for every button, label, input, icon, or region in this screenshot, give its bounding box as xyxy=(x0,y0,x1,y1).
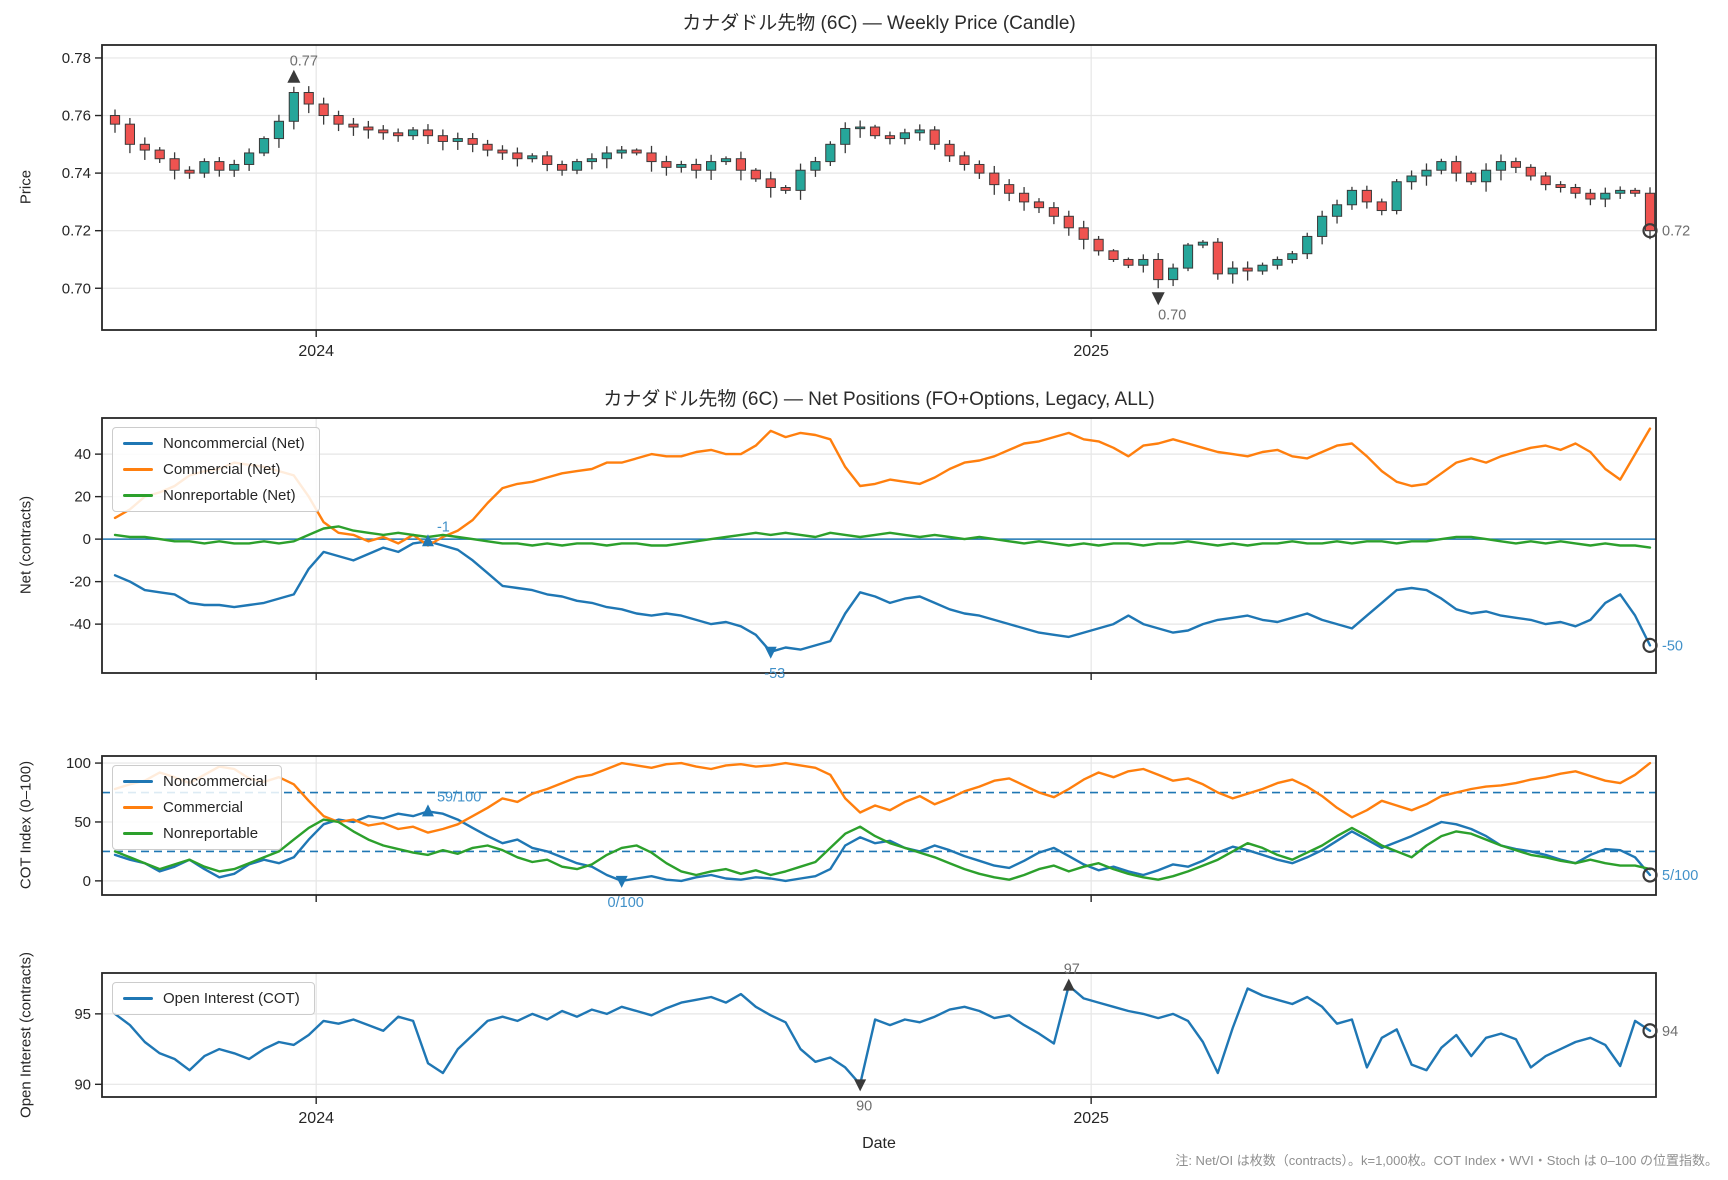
commercial-net-line-swatch xyxy=(123,467,153,472)
nonreportable-net-line-swatch xyxy=(123,493,153,498)
cot-annotation-0-100: 0/100 xyxy=(608,875,644,911)
legend-label: Commercial (Net) xyxy=(163,461,281,478)
cot-annotation-59-100: 59/100 xyxy=(421,789,481,817)
net-annotation--50: -50 xyxy=(1642,637,1683,654)
svg-text:2024: 2024 xyxy=(298,1110,334,1127)
noncommercial-index-line-swatch xyxy=(123,779,153,784)
oi-annotation-90: 90 xyxy=(854,1079,872,1114)
net-annotation--1: -1 xyxy=(421,519,450,547)
svg-text:50: 50 xyxy=(74,814,91,831)
svg-text:-40: -40 xyxy=(69,616,91,633)
cot-panel: 0 50 100 59/100 0/100 5/100 xyxy=(66,755,1698,911)
price-annotation-0.77: 0.77 xyxy=(287,54,318,83)
x-axis-label: Date xyxy=(862,1135,896,1152)
oi-legend: Open Interest (COT) xyxy=(112,982,315,1015)
cot-series-green xyxy=(113,818,1652,881)
cot-series-blue xyxy=(113,810,1652,883)
oi-grid xyxy=(102,973,1656,1097)
cot-annotation-5-100: 5/100 xyxy=(1642,867,1698,884)
svg-text:20: 20 xyxy=(74,489,91,506)
legend-item-nonreportable-index: Nonreportable xyxy=(123,825,267,842)
net-y-axis-label: Net (contracts) xyxy=(17,495,35,595)
price-grid xyxy=(102,45,1656,330)
svg-text:5/100: 5/100 xyxy=(1662,868,1698,884)
price-annotation-0.72: 0.72 xyxy=(1642,223,1690,240)
legend-item-noncommercial-net: Noncommercial (Net) xyxy=(123,435,305,452)
price-candles xyxy=(109,86,1656,289)
svg-text:0/100: 0/100 xyxy=(608,895,644,911)
legend-item-noncommercial-index: Noncommercial xyxy=(123,773,267,790)
svg-text:0: 0 xyxy=(83,873,91,890)
svg-text:0.78: 0.78 xyxy=(62,50,91,67)
svg-text:-53: -53 xyxy=(764,666,785,682)
svg-text:2024: 2024 xyxy=(298,343,334,360)
net-annotation--53: -53 xyxy=(764,646,785,682)
svg-text:0.76: 0.76 xyxy=(62,108,91,125)
svg-text:90: 90 xyxy=(856,1098,872,1114)
legend-label: Noncommercial (Net) xyxy=(163,435,305,452)
nonreportable-index-line-swatch xyxy=(123,831,153,836)
net-series-green xyxy=(113,525,1652,549)
legend-item-open-interest: Open Interest (COT) xyxy=(123,990,300,1007)
svg-text:0.77: 0.77 xyxy=(290,54,318,70)
open-interest-line-swatch xyxy=(123,996,153,1001)
net-series-orange xyxy=(113,427,1652,547)
net-legend: Noncommercial (Net) Commercial (Net) Non… xyxy=(112,427,320,512)
cot-y-axis-label: COT Index (0–100) xyxy=(17,760,35,890)
svg-text:2025: 2025 xyxy=(1073,343,1109,360)
oi-y-axis-label: Open Interest (contracts) xyxy=(17,952,35,1118)
cot-grid xyxy=(102,756,1656,895)
oi-annotation-97: 97 xyxy=(1062,962,1080,991)
legend-item-commercial-index: Commercial xyxy=(123,799,267,816)
noncommercial-net-line-swatch xyxy=(123,441,153,446)
price-y-axis-label: Price xyxy=(17,169,35,205)
svg-text:90: 90 xyxy=(74,1076,91,1093)
legend-label: Commercial xyxy=(163,799,244,816)
net-panel-title: カナダドル先物 (6C) — Net Positions (FO+Options… xyxy=(603,389,1155,410)
oi-panel: 90 95 2024 2025 97 90 94 xyxy=(74,962,1678,1127)
legend-label: Open Interest (COT) xyxy=(163,990,300,1007)
svg-text:0.72: 0.72 xyxy=(62,223,91,240)
svg-text:0.74: 0.74 xyxy=(62,165,91,182)
legend-label: Noncommercial xyxy=(163,773,268,790)
footnote: 注: Net/OI は枚数（contracts）。k=1,000枚。COT In… xyxy=(1175,1153,1718,1168)
svg-text:0: 0 xyxy=(83,531,91,548)
svg-text:94: 94 xyxy=(1662,1024,1678,1040)
net-series-blue xyxy=(113,540,1652,653)
oi-series-blue xyxy=(113,984,1652,1086)
svg-text:2025: 2025 xyxy=(1073,1110,1109,1127)
svg-text:40: 40 xyxy=(74,446,91,463)
cot-legend: Noncommercial Commercial Nonreportable xyxy=(112,765,283,850)
svg-text:-50: -50 xyxy=(1662,638,1683,654)
oi-annotation-94: 94 xyxy=(1642,1023,1678,1040)
legend-item-nonreportable-net: Nonreportable (Net) xyxy=(123,487,305,504)
svg-text:-1: -1 xyxy=(437,519,450,535)
legend-label: Nonreportable xyxy=(163,825,259,842)
cot-series-orange xyxy=(113,761,1652,834)
price-annotation-0.70: 0.70 xyxy=(1151,292,1186,323)
svg-text:95: 95 xyxy=(74,1006,91,1023)
svg-text:0.70: 0.70 xyxy=(1158,307,1186,323)
net-panel: -40 -20 0 20 40 -1 -53 -50 xyxy=(69,417,1683,682)
price-panel-title: カナダドル先物 (6C) — Weekly Price (Candle) xyxy=(682,13,1076,34)
svg-text:-20: -20 xyxy=(69,574,91,591)
svg-text:59/100: 59/100 xyxy=(437,789,481,805)
svg-text:100: 100 xyxy=(66,755,91,772)
legend-item-commercial-net: Commercial (Net) xyxy=(123,461,305,478)
legend-label: Nonreportable (Net) xyxy=(163,487,296,504)
price-panel: 0.70 0.72 0.74 0.76 0.78 2024 2025 0.77 0.70 0.72 xyxy=(62,44,1690,360)
svg-text:97: 97 xyxy=(1064,962,1080,978)
svg-text:0.72: 0.72 xyxy=(1662,224,1690,240)
commercial-index-line-swatch xyxy=(123,805,153,810)
net-grid xyxy=(102,418,1656,673)
svg-text:0.70: 0.70 xyxy=(62,280,91,297)
